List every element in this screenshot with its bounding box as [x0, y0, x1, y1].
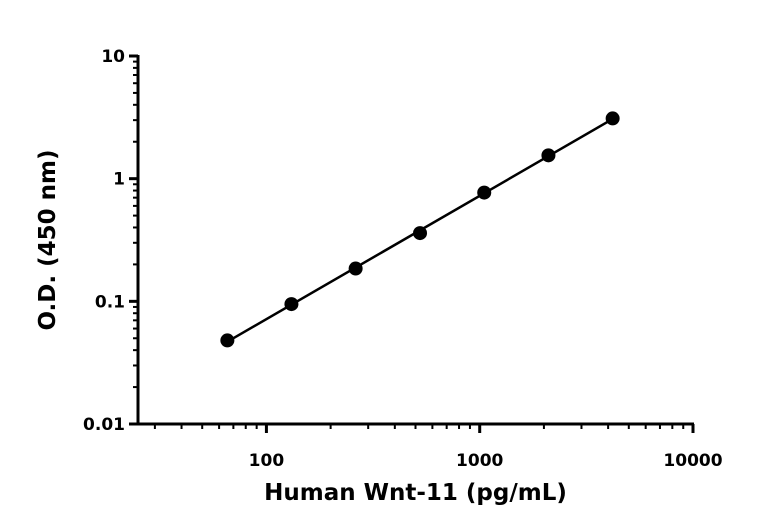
data-point	[605, 111, 620, 126]
axes: 0.01 0.1 1 10 100 1000 10000	[83, 47, 723, 471]
y-tick-label: 1	[113, 170, 125, 190]
y-axis-title: O.D. (450 nm)	[35, 149, 61, 330]
data-point	[477, 185, 492, 200]
y-tick-label: 10	[101, 47, 125, 67]
y-tick-label: 0.1	[95, 292, 125, 312]
x-tick-label: 1000	[456, 451, 503, 471]
data-point	[220, 333, 235, 348]
data-points	[220, 111, 620, 348]
x-tick-label: 100	[249, 451, 285, 471]
data-point	[413, 226, 428, 241]
data-point	[284, 297, 299, 312]
y-tick-label: 0.01	[83, 415, 125, 435]
x-axis-title: Human Wnt-11 (pg/mL)	[264, 480, 567, 506]
data-point	[541, 148, 556, 163]
data-point	[348, 261, 363, 276]
x-tick-label: 10000	[663, 451, 722, 471]
